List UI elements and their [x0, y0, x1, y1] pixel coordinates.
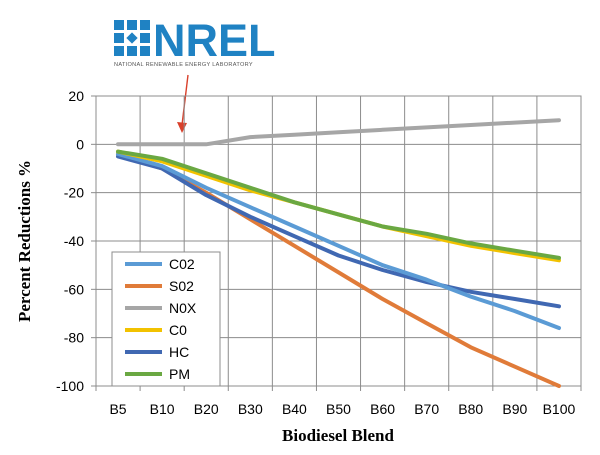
x-tick-label: B40: [282, 401, 307, 417]
x-tick-label: B90: [502, 401, 527, 417]
nrel-logo: NREL NATIONAL RENEWABLE ENERGY LABORATOR…: [114, 15, 276, 68]
x-tick-label: B100: [543, 401, 576, 417]
y-axis-ticks: 20 0 -20 -40 -60 -80 -100: [56, 88, 96, 394]
series-lines: [116, 118, 561, 388]
x-tick-label: B20: [194, 401, 219, 417]
x-axis-title: Biodiesel Blend: [282, 426, 394, 445]
logo-subtitle: NATIONAL RENEWABLE ENERGY LABORATORY: [114, 62, 253, 68]
legend: C02 S02 N0X C0 HC PM: [111, 251, 221, 387]
y-tick-label: -100: [56, 378, 84, 394]
y-tick-label: -60: [64, 281, 84, 297]
y-tick-label: -80: [64, 330, 84, 346]
y-tick-label: -20: [64, 185, 84, 201]
y-axis-title: Percent Reductions %: [15, 160, 34, 322]
series-line-hc: [116, 154, 561, 309]
x-tick-label: B10: [150, 401, 175, 417]
x-tick-label: B30: [238, 401, 263, 417]
x-tick-label: B80: [458, 401, 483, 417]
legend-label: C02: [169, 256, 195, 272]
series-line-n0x: [116, 118, 561, 147]
x-tick-label: B50: [326, 401, 351, 417]
legend-label: N0X: [169, 300, 197, 316]
legend-box: [111, 251, 221, 387]
series-line-c02: [116, 152, 561, 330]
x-tick-label: B60: [370, 401, 395, 417]
x-tick-label: B5: [109, 401, 126, 417]
y-tick-label: 20: [68, 88, 84, 104]
series-line-pm: [116, 149, 561, 260]
nrel-emblem-icon: [114, 20, 150, 56]
y-tick-label: -40: [64, 233, 84, 249]
x-tick-label: B70: [414, 401, 439, 417]
legend-label: PM: [169, 366, 190, 382]
logo-wordmark: NREL: [153, 15, 276, 66]
annotation-arrow: [177, 74, 189, 133]
legend-label: HC: [169, 344, 189, 360]
legend-label: S02: [169, 278, 194, 294]
y-tick-label: 0: [76, 136, 84, 152]
x-axis-ticks: B5 B10 B20 B30 B40 B50 B60 B70 B80 B90 B100: [95, 386, 582, 417]
legend-label: C0: [169, 322, 187, 338]
